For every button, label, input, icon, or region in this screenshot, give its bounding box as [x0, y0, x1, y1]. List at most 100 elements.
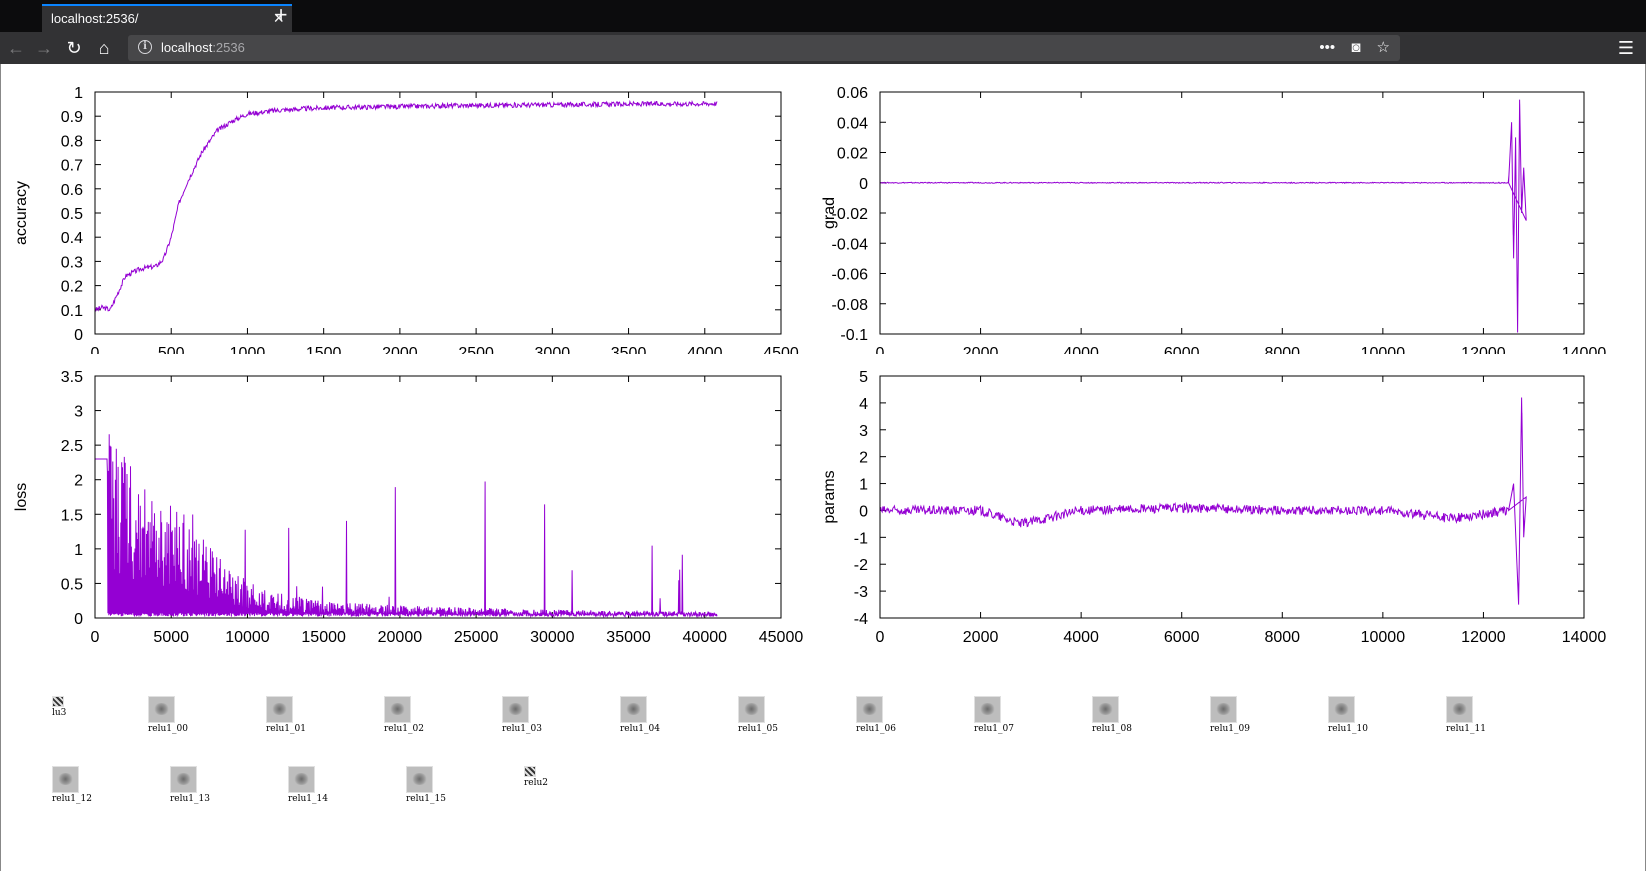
browser-chrome: localhost:2536/ × + ← → ↻ ⌂ i localhost:… — [0, 0, 1646, 64]
x-tick-label: 3500 — [611, 345, 647, 354]
x-tick-label: 2500 — [458, 345, 494, 354]
filter-image — [974, 696, 1001, 723]
y-tick-label: 1 — [859, 477, 868, 494]
x-tick-label: 6000 — [1164, 345, 1200, 354]
y-tick-label: 1 — [74, 85, 83, 102]
active-tab[interactable]: localhost:2536/ × — [42, 4, 292, 32]
x-tick-label: 45000 — [759, 629, 804, 644]
arrow-left-icon[interactable]: ← — [7, 38, 25, 58]
y-axis-label: accuracy — [13, 181, 30, 245]
filter-thumbnail: relu1_05 — [738, 696, 778, 734]
close-icon[interactable]: × — [273, 8, 284, 28]
filter-image — [1446, 696, 1473, 723]
filter-label: relu1_10 — [1328, 724, 1368, 734]
y-tick-label: 5 — [859, 369, 868, 386]
x-tick-label: 12000 — [1461, 629, 1506, 644]
star-icon[interactable]: ☆ — [1376, 39, 1390, 56]
series-line — [94, 99, 718, 312]
filter-label: relu2 — [524, 778, 549, 788]
x-tick-label: 14000 — [1562, 629, 1607, 644]
x-tick-label: 30000 — [530, 629, 575, 644]
y-axis-label: params — [821, 470, 838, 523]
filter-image — [384, 696, 411, 723]
x-tick-label: 40000 — [683, 629, 728, 644]
x-tick-label: 0 — [91, 345, 100, 354]
y-tick-label: -1 — [854, 530, 868, 547]
filter-label: relu1_04 — [620, 724, 660, 734]
grad-chart: grad 0 2000 4000 6000 8000 10000 12000 14000 -0.1… — [821, 85, 1607, 354]
filter-image — [406, 766, 433, 793]
x-tick-label: 4000 — [687, 345, 723, 354]
plot-frame — [94, 91, 782, 335]
reload-icon[interactable]: ↻ — [66, 38, 82, 58]
x-tick-label: 0 — [876, 629, 885, 644]
filter-thumbnail: relu1_14 — [288, 766, 328, 804]
x-tick-label: 14000 — [1562, 345, 1607, 354]
arrow-right-icon[interactable]: → — [35, 38, 53, 58]
x-tick-label: 8000 — [1264, 345, 1300, 354]
plot-frame — [94, 375, 782, 619]
hamburger-menu-icon[interactable]: ☰ — [1617, 38, 1635, 58]
filter-image — [502, 696, 529, 723]
y-tick-label: 0 — [74, 611, 83, 628]
filter-image — [738, 696, 765, 723]
filter-thumbnail: relu1_11 — [1446, 696, 1486, 734]
filter-label: relu1_09 — [1210, 724, 1250, 734]
y-tick-label: 0.04 — [837, 115, 868, 132]
info-icon[interactable]: i — [138, 40, 152, 54]
pocket-icon[interactable]: ◙ — [1351, 39, 1361, 56]
y-tick-label: -0.1 — [840, 327, 868, 344]
y-tick-label: -3 — [854, 584, 868, 601]
filter-thumbnail: relu1_02 — [384, 696, 424, 734]
plot-frame — [879, 375, 1585, 619]
filter-thumbnail: relu2 — [524, 766, 548, 788]
filter-image — [1092, 696, 1119, 723]
filter-label: relu1_07 — [974, 724, 1014, 734]
y-tick-label: 0.6 — [61, 182, 83, 199]
x-tick-label: 35000 — [606, 629, 651, 644]
y-tick-label: 0.5 — [61, 576, 83, 593]
y-tick-label: 0 — [859, 503, 868, 520]
filter-thumbnail: relu1_00 — [148, 696, 188, 734]
y-tick-label: -2 — [854, 557, 868, 574]
y-tick-label: 0.3 — [61, 254, 83, 271]
filter-image — [52, 766, 79, 793]
filter-label: relu1_06 — [856, 724, 896, 734]
filter-thumbnail: relu1_03 — [502, 696, 542, 734]
tab-title: localhost:2536/ — [51, 11, 139, 26]
home-icon[interactable]: ⌂ — [98, 38, 110, 58]
ellipsis-icon[interactable]: ••• — [1319, 39, 1336, 56]
filter-thumbnail: relu1_07 — [974, 696, 1014, 734]
x-tick-label: 10000 — [225, 629, 270, 644]
loss-chart: loss 0 5000 10000 15000 20000 25000 30000 35000 4… — [13, 369, 804, 644]
y-tick-label: 2 — [74, 473, 83, 490]
x-tick-label: 10000 — [1361, 629, 1406, 644]
filter-image — [524, 766, 536, 777]
series-line — [879, 397, 1527, 605]
x-tick-label: 2000 — [963, 629, 999, 644]
url-host: localhost — [161, 40, 213, 55]
x-tick-label: 4500 — [763, 345, 799, 354]
y-tick-label: -0.04 — [832, 236, 869, 253]
series-line — [879, 99, 1527, 333]
y-tick-label: -0.02 — [832, 206, 869, 223]
filter-thumbnail: relu1_10 — [1328, 696, 1368, 734]
y-tick-label: 0.2 — [61, 279, 83, 296]
plus-icon[interactable]: + — [274, 2, 288, 27]
y-axis-label: loss — [13, 483, 30, 511]
y-tick-label: 3 — [859, 423, 868, 440]
x-tick-label: 10000 — [1361, 345, 1406, 354]
y-tick-label: 3.5 — [61, 369, 83, 386]
filter-image — [1328, 696, 1355, 723]
x-tick-label: 0 — [91, 629, 100, 644]
y-tick-label: 1 — [74, 542, 83, 559]
x-tick-label: 2000 — [382, 345, 418, 354]
url-bar[interactable]: i localhost:2536 ••• ◙ ☆ — [128, 35, 1400, 61]
y-tick-label: 0.7 — [61, 158, 83, 175]
filter-thumbnail: relu1_01 — [266, 696, 306, 734]
plot-frame — [879, 91, 1585, 335]
y-tick-label: 0 — [74, 327, 83, 344]
filter-label: relu1_08 — [1092, 724, 1132, 734]
filter-thumbnail: relu1_04 — [620, 696, 660, 734]
filter-image — [1210, 696, 1237, 723]
